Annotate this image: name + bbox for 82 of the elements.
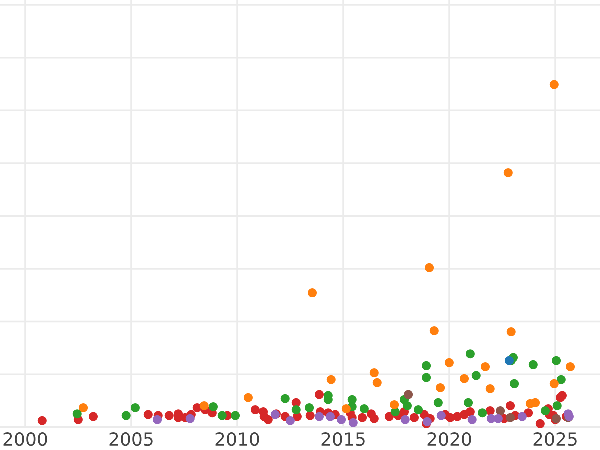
point: [410, 413, 419, 422]
point: [481, 362, 490, 372]
point: [326, 375, 336, 384]
point: [402, 401, 412, 410]
point: [510, 379, 520, 388]
point: [478, 408, 488, 418]
point: [264, 415, 273, 424]
point: [556, 375, 566, 384]
point: [518, 412, 527, 422]
point: [414, 406, 424, 415]
point: [130, 403, 140, 412]
point: [496, 406, 506, 416]
point: [89, 412, 98, 422]
point: [550, 80, 559, 90]
point: [466, 408, 475, 417]
point: [244, 393, 253, 402]
point: [422, 373, 432, 382]
point: [231, 411, 240, 420]
point: [348, 418, 358, 428]
point: [472, 371, 481, 380]
point: [286, 416, 295, 426]
point: [422, 361, 432, 370]
point: [506, 401, 516, 410]
point: [280, 394, 290, 404]
point: [506, 413, 516, 422]
point: [153, 415, 162, 424]
point: [444, 358, 454, 368]
point: [506, 328, 516, 337]
point: [528, 360, 538, 370]
point: [122, 411, 131, 420]
x-tick-label: 2010: [216, 432, 260, 446]
point: [305, 403, 314, 412]
point: [531, 398, 540, 408]
point: [464, 398, 474, 408]
x-tick-label: 2025: [534, 432, 577, 446]
point: [218, 411, 227, 420]
point: [358, 413, 368, 422]
point: [466, 350, 475, 359]
point: [144, 410, 153, 420]
point: [326, 412, 336, 422]
point: [72, 410, 82, 419]
point: [79, 403, 88, 412]
point: [504, 168, 513, 178]
point: [308, 288, 318, 298]
point: [400, 415, 410, 424]
point: [550, 379, 559, 388]
point: [552, 356, 562, 366]
point: [372, 378, 382, 388]
point: [536, 419, 545, 428]
point: [566, 362, 576, 372]
point: [468, 415, 477, 424]
point: [337, 415, 346, 424]
point: [370, 368, 379, 378]
point: [434, 398, 443, 408]
point: [315, 412, 324, 422]
point: [436, 411, 446, 420]
point: [292, 406, 301, 415]
point: [552, 401, 562, 410]
point: [460, 374, 470, 384]
point: [541, 406, 550, 416]
x-tick-label: 2020: [428, 432, 472, 446]
x-tick-label: 2000: [4, 432, 48, 446]
point: [384, 412, 394, 422]
point: [200, 401, 209, 410]
point: [425, 263, 434, 272]
point: [360, 404, 369, 414]
point: [315, 390, 324, 400]
point: [342, 404, 351, 414]
point: [390, 400, 400, 410]
point: [306, 411, 315, 420]
point: [404, 390, 414, 400]
point: [164, 411, 174, 420]
x-tick-label: 2005: [110, 432, 153, 446]
point: [370, 414, 379, 424]
point: [38, 416, 47, 426]
point: [436, 383, 446, 392]
point: [209, 402, 218, 412]
point: [250, 406, 260, 415]
point: [186, 414, 195, 424]
x-tick-label: 2015: [322, 432, 365, 446]
point: [486, 384, 495, 394]
point: [430, 326, 439, 336]
